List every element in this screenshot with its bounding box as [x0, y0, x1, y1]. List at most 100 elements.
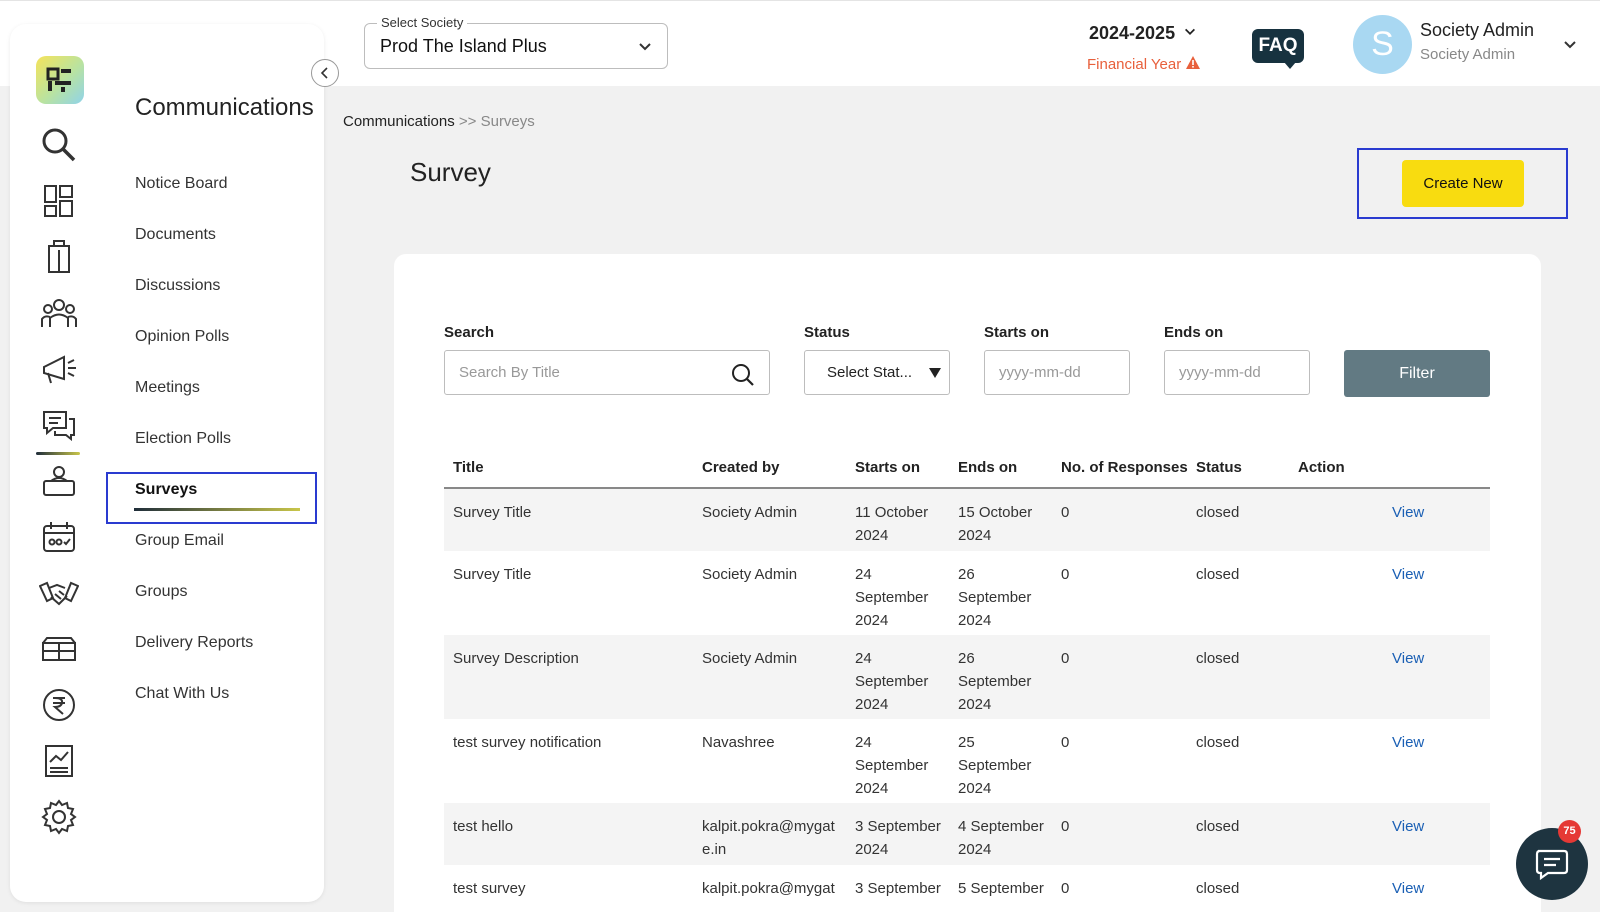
sidebar-item-groups[interactable]: Groups [135, 583, 188, 600]
search-icon[interactable] [38, 124, 80, 166]
ends-on-input[interactable]: yyyy-mm-dd [1164, 350, 1310, 395]
avatar[interactable]: S [1353, 15, 1412, 74]
sidebar-item-documents[interactable]: Documents [135, 226, 216, 243]
cell-created-by: Society Admin [702, 504, 798, 521]
amenities-icon[interactable] [38, 628, 80, 670]
chat-icon [1535, 849, 1569, 880]
handshake-icon[interactable] [38, 572, 80, 614]
starts-on-placeholder: yyyy-mm-dd [999, 364, 1081, 381]
rupee-icon[interactable] [38, 684, 80, 726]
breadcrumb-root[interactable]: Communications [343, 113, 455, 130]
cell-responses: 0 [1061, 566, 1070, 583]
sidebar-item-opinion-polls[interactable]: Opinion Polls [135, 328, 230, 345]
table-row: Survey Title Society Admin 11 October 2024… [444, 489, 1490, 551]
view-link[interactable]: View [1392, 880, 1425, 897]
cell-responses: 0 [1061, 880, 1070, 897]
financial-year-warning[interactable]: Financial Year [1087, 56, 1201, 73]
ends-on-placeholder: yyyy-mm-dd [1179, 364, 1261, 381]
cell-starts: 3 September [855, 880, 941, 897]
society-select-legend: Select Society [377, 15, 468, 30]
search-input[interactable]: Search By Title [444, 350, 770, 395]
column-header-responses: No. of Responses [1061, 459, 1188, 476]
sidebar-item-notice-board[interactable]: Notice Board [135, 175, 228, 192]
cell-ends: 5 September [958, 880, 1044, 897]
cell-starts: 24 September 2024 [855, 734, 929, 797]
search-placeholder: Search By Title [459, 364, 560, 381]
breadcrumb: Communications >> Surveys [343, 113, 535, 130]
dashboard-icon[interactable] [38, 180, 80, 222]
view-link[interactable]: View [1392, 504, 1425, 521]
app-logo[interactable] [36, 56, 84, 104]
sidebar-item-election-polls[interactable]: Election Polls [135, 430, 232, 447]
cell-status: closed [1196, 504, 1240, 521]
cell-ends: 25 September 2024 [958, 734, 1032, 797]
status-label: Status [804, 324, 850, 341]
cell-responses: 0 [1061, 818, 1070, 835]
sidebar-item-group-email[interactable]: Group Email [135, 532, 224, 549]
chevron-left-icon [320, 67, 328, 79]
cell-status: closed [1196, 880, 1240, 897]
cell-status: closed [1196, 566, 1240, 583]
cell-starts: 24 September 2024 [855, 650, 929, 713]
cell-title: test hello [453, 818, 514, 835]
settings-icon[interactable] [38, 796, 80, 838]
filter-button[interactable]: Filter [1344, 350, 1490, 397]
megaphone-icon[interactable] [38, 348, 80, 390]
sidebar-item-delivery-reports[interactable]: Delivery Reports [135, 634, 254, 651]
cell-ends: 4 September 2024 [958, 818, 1044, 858]
status-select[interactable]: Select Stat... [804, 350, 950, 395]
cell-title: Survey Description [453, 650, 579, 667]
active-item-underline [134, 508, 300, 511]
cell-created-by: kalpit.pokra@mygat [702, 880, 835, 897]
sidebar-item-discussions[interactable]: Discussions [135, 277, 221, 294]
residents-icon[interactable] [38, 292, 80, 334]
survey-card: Search Search By Title Status Select Sta… [394, 254, 1541, 912]
cell-responses: 0 [1061, 504, 1070, 521]
cell-starts: 3 September 2024 [855, 818, 941, 858]
chat-bubbles-icon[interactable] [38, 404, 80, 446]
view-link[interactable]: View [1392, 818, 1425, 835]
column-header-title: Title [453, 459, 484, 476]
year-select[interactable]: 2024-2025 [1089, 23, 1197, 44]
chat-unread-badge: 75 [1558, 820, 1581, 843]
search-icon[interactable] [731, 361, 755, 404]
sidebar-section-title: Communications [135, 94, 314, 121]
sidebar-item-chat-with-us[interactable]: Chat With Us [135, 685, 230, 702]
column-header-starts-on: Starts on [855, 459, 921, 476]
starts-on-label: Starts on [984, 324, 1050, 341]
cell-title: test survey [453, 880, 526, 897]
cell-status: closed [1196, 818, 1240, 835]
reports-icon[interactable] [38, 740, 80, 782]
table-row: Survey Title Society Admin 24 September 20… [444, 551, 1490, 635]
table-header: Title Created by Starts on Ends on No. o… [444, 449, 1490, 489]
ends-on-label: Ends on [1164, 324, 1224, 341]
column-header-status: Status [1196, 459, 1242, 476]
warning-icon [1186, 56, 1201, 73]
user-role: Society Admin [1420, 46, 1516, 63]
view-link[interactable]: View [1392, 650, 1425, 667]
society-select-value: Prod The Island Plus [380, 36, 547, 56]
society-select[interactable]: Select Society Prod The Island Plus [364, 15, 668, 69]
sidebar-item-surveys[interactable]: Surveys [135, 481, 198, 498]
cell-created-by: Navashree [702, 734, 775, 751]
chevron-down-icon [637, 38, 653, 59]
starts-on-input[interactable]: yyyy-mm-dd [984, 350, 1130, 395]
faq-button[interactable]: FAQ [1252, 29, 1304, 69]
table-row: test survey kalpit.pokra@mygat 3 September… [444, 865, 1490, 905]
building-icon[interactable] [38, 236, 80, 278]
create-new-button[interactable]: Create New [1402, 160, 1524, 207]
breadcrumb-current: Surveys [480, 113, 535, 130]
cell-title: Survey Title [453, 566, 532, 583]
chevron-down-icon[interactable] [1562, 37, 1578, 58]
helpdesk-icon[interactable] [38, 460, 80, 502]
cell-status: closed [1196, 734, 1240, 751]
create-new-highlight: Create New [1357, 148, 1568, 219]
table-row: Survey Description Society Admin 24 Septem… [444, 635, 1490, 719]
view-link[interactable]: View [1392, 566, 1425, 583]
calendar-icon[interactable] [38, 516, 80, 558]
cell-ends: 26 September 2024 [958, 566, 1032, 629]
sidebar-item-meetings[interactable]: Meetings [135, 379, 200, 396]
collapse-sidebar-button[interactable] [311, 59, 339, 87]
surveys-table: Title Created by Starts on Ends on No. o… [444, 449, 1490, 905]
view-link[interactable]: View [1392, 734, 1425, 751]
